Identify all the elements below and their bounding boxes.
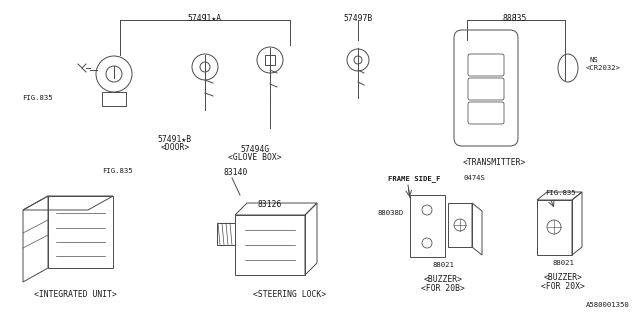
Bar: [102, 92, 126, 106]
Text: 88021: 88021: [432, 262, 454, 268]
Text: 0474S: 0474S: [464, 175, 486, 181]
Text: FRAME SIDE_F: FRAME SIDE_F: [388, 175, 440, 182]
Text: 83126: 83126: [258, 200, 282, 209]
Text: <STEERING LOCK>: <STEERING LOCK>: [253, 290, 326, 299]
Text: 88021: 88021: [552, 260, 574, 266]
Text: <CR2032>: <CR2032>: [586, 65, 621, 71]
Text: FIG.835: FIG.835: [102, 168, 132, 174]
Text: <FOR 20B>: <FOR 20B>: [421, 284, 465, 293]
Text: <BUZZER>: <BUZZER>: [424, 275, 463, 284]
Text: 88835: 88835: [503, 14, 527, 23]
Text: A580001350: A580001350: [586, 302, 630, 308]
Text: 83140: 83140: [224, 168, 248, 177]
Text: FIG.835: FIG.835: [22, 95, 52, 101]
Text: 57491★A: 57491★A: [188, 14, 222, 23]
Bar: [217, 223, 235, 245]
Text: <TRANSMITTER>: <TRANSMITTER>: [462, 158, 525, 167]
Text: 57497B: 57497B: [344, 14, 372, 23]
Text: <FOR 20X>: <FOR 20X>: [541, 282, 585, 291]
Bar: [265, 55, 275, 65]
Text: 88038D: 88038D: [378, 210, 404, 216]
Text: <GLOVE BOX>: <GLOVE BOX>: [228, 153, 282, 162]
Text: <BUZZER>: <BUZZER>: [543, 273, 582, 282]
Text: <INTEGRATED UNIT>: <INTEGRATED UNIT>: [33, 290, 116, 299]
Text: FIG.835: FIG.835: [545, 190, 575, 196]
Text: <DOOR>: <DOOR>: [161, 143, 189, 152]
Text: NS: NS: [590, 57, 599, 63]
Text: 57491★B: 57491★B: [158, 135, 192, 144]
Text: 57494G: 57494G: [241, 145, 269, 154]
